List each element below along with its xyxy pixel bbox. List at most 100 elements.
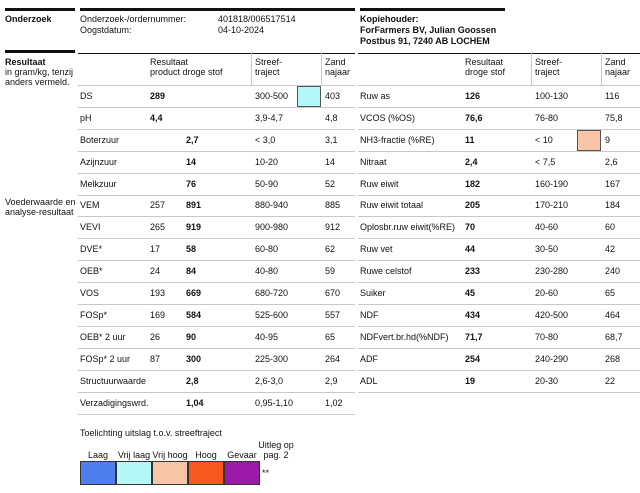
label: Onderzoek-/ordernummer: [80, 14, 187, 24]
row-line [78, 347, 355, 349]
row-name: Ruw as [360, 90, 391, 101]
label: Kopiehouder: [360, 14, 419, 24]
row-line [358, 128, 640, 130]
target: 100-130 [535, 90, 569, 101]
zand-value: 670 [325, 288, 341, 299]
ds-value: 71,7 [465, 331, 483, 342]
target: 525-600 [255, 309, 289, 320]
zand-value: 116 [605, 90, 620, 101]
sidebar-title: Resultaat [5, 57, 46, 67]
target: 420-500 [535, 309, 569, 320]
target: 225-300 [255, 353, 289, 364]
target: 900-980 [255, 222, 289, 233]
row-line [358, 216, 640, 218]
product-value: 289 [150, 90, 166, 101]
row-name: NH3-fractie (%RE) [360, 134, 435, 145]
row-line [78, 369, 355, 371]
zand-value: 42 [605, 244, 616, 255]
ds-value: 11 [465, 134, 475, 145]
target: 50-90 [255, 178, 279, 189]
divider [601, 53, 602, 85]
product-value: 4,4 [150, 112, 163, 123]
row-line [78, 325, 355, 327]
row-name: Ruw eiwit totaal [360, 200, 424, 211]
value: Postbus 91, 7240 AB LOCHEM [360, 36, 490, 46]
ds-value: 76,6 [465, 112, 483, 123]
target: 20-60 [535, 288, 559, 299]
row-name: VCOS (%OS) [360, 112, 416, 123]
row-line [78, 413, 355, 415]
row-line [78, 260, 355, 262]
zand-value: 557 [325, 309, 341, 320]
header: product droge stof [150, 67, 223, 77]
target: 680-720 [255, 288, 289, 299]
legend-swatch [224, 461, 260, 485]
zand-value: 62 [325, 244, 336, 255]
zand-value: 885 [325, 200, 341, 211]
zand-value: 65 [325, 331, 336, 342]
rule [358, 53, 640, 54]
row-line [78, 304, 355, 305]
zand-value: 403 [325, 90, 341, 101]
value: 04-10-2024 [218, 25, 265, 35]
row-name: Nitraat [360, 156, 387, 167]
target: 40-60 [535, 222, 559, 233]
ds-value: 434 [465, 309, 481, 320]
zand-value: 912 [325, 222, 341, 233]
legend-label: Hoog [195, 450, 217, 460]
legend-mark: ** [262, 468, 270, 478]
row-line [358, 172, 640, 174]
ds-value: 233 [465, 266, 481, 277]
ds-value: 70 [465, 222, 476, 233]
zand-value: 4,8 [325, 112, 338, 123]
zand-value: 240 [605, 266, 621, 277]
zand-value: 268 [605, 353, 621, 364]
zand-value: 68,7 [605, 331, 623, 342]
zand-value: 75,8 [605, 112, 623, 123]
header: Streef-traject [255, 57, 283, 77]
row-name: VEM [80, 200, 100, 211]
flag [297, 86, 321, 107]
ds-value: 90 [186, 331, 197, 342]
row-name: DVE* [80, 244, 103, 255]
zand-value: 65 [605, 288, 616, 299]
ds-value: 891 [186, 200, 202, 211]
legend-label: Gevaar [227, 450, 257, 460]
flag [577, 129, 601, 151]
ds-value: 126 [465, 90, 481, 101]
row-name: VOS [80, 288, 100, 299]
row-name: ADF [360, 353, 378, 364]
row-line [78, 85, 355, 86]
row-line [78, 172, 355, 174]
product-value: 17 [150, 244, 161, 255]
ds-value: 300 [186, 353, 202, 364]
target: 20-30 [535, 375, 559, 386]
ds-value: 19 [465, 375, 476, 386]
ds-value: 205 [465, 200, 481, 211]
ds-value: 2,4 [465, 156, 478, 167]
target: 3,9-4,7 [255, 112, 284, 123]
header: Resultaat [150, 57, 189, 67]
row-line [78, 238, 355, 240]
row-line [78, 128, 355, 130]
row-line [78, 391, 355, 393]
label: Oogstdatum: [80, 25, 132, 35]
header: Zand najaar [605, 57, 631, 77]
row-line [78, 282, 355, 284]
zand-value: 184 [605, 200, 621, 211]
ds-value: 14 [186, 156, 197, 167]
header: Streef-traject [535, 57, 563, 77]
row-line [358, 369, 640, 371]
zand-value: 52 [325, 178, 336, 189]
zand-value: 2,9 [325, 375, 338, 386]
target: 170-210 [535, 200, 569, 211]
row-line [358, 391, 640, 393]
zand-value: 14 [325, 156, 336, 167]
target: 0,95-1,10 [255, 397, 294, 408]
zand-value: 167 [605, 178, 621, 189]
rule [78, 53, 355, 54]
row-name: NDF [360, 309, 379, 320]
section-title: Onderzoek [5, 14, 52, 24]
row-line [358, 150, 640, 152]
ds-value: 919 [186, 222, 202, 233]
